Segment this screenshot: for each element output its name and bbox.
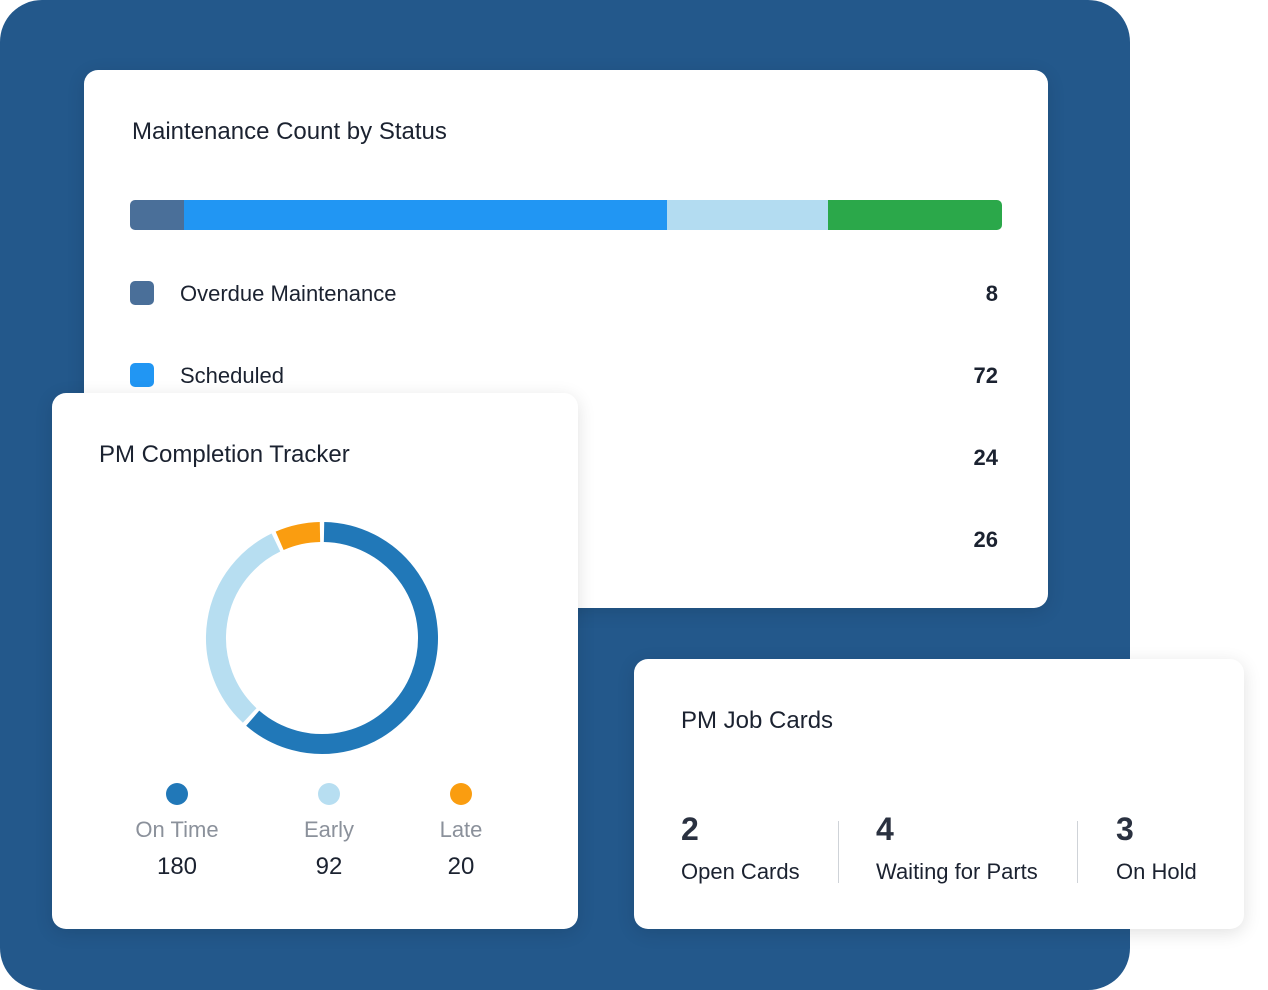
stat-on-hold[interactable]: 3 On Hold xyxy=(1116,813,1197,885)
legend-swatch xyxy=(130,363,154,387)
donut-segment-early[interactable] xyxy=(206,533,281,723)
legend-row-overdue[interactable]: Overdue Maintenance 8 xyxy=(130,280,998,308)
legend-value: 92 xyxy=(315,853,343,880)
stat-waiting-for-parts[interactable]: 4 Waiting for Parts xyxy=(876,813,1038,885)
donut-segment-late[interactable] xyxy=(275,522,321,551)
status-stacked-bar xyxy=(130,200,1002,230)
bar-segment-scheduled[interactable] xyxy=(183,200,667,230)
tracker-legend-on-time: On Time 180 xyxy=(107,783,247,881)
legend-label: On Time xyxy=(135,817,219,842)
stat-label: On Hold xyxy=(1116,859,1197,884)
tracker-legend-early: Early 92 xyxy=(259,783,399,881)
completion-donut-chart xyxy=(206,522,438,754)
legend-label: Early xyxy=(303,817,355,842)
legend-dot xyxy=(318,783,340,805)
bar-segment-fourth[interactable] xyxy=(827,200,1002,230)
legend-dot xyxy=(166,783,188,805)
pm-job-cards-card: PM Job Cards 2 Open Cards 4 Waiting for … xyxy=(634,659,1244,929)
legend-value: 20 xyxy=(447,853,475,880)
legend-value: 26 xyxy=(973,527,998,552)
donut-segment-on-time[interactable] xyxy=(246,522,438,754)
bar-segment-third[interactable] xyxy=(666,200,828,230)
tracker-card-title: PM Completion Tracker xyxy=(99,441,350,468)
legend-dot xyxy=(450,783,472,805)
stat-divider xyxy=(838,821,839,883)
stat-label: Open Cards xyxy=(681,859,800,884)
legend-label: Scheduled xyxy=(180,363,284,388)
legend-value: 72 xyxy=(973,363,998,388)
pm-completion-card: PM Completion Tracker On Time 180 Early … xyxy=(52,393,578,929)
stat-divider xyxy=(1077,821,1078,883)
stat-label: Waiting for Parts xyxy=(876,859,1038,884)
jobs-card-title: PM Job Cards xyxy=(681,707,834,734)
status-card-title: Maintenance Count by Status xyxy=(132,118,447,145)
legend-value: 180 xyxy=(156,853,198,880)
bar-segment-overdue[interactable] xyxy=(130,200,184,230)
stat-value: 3 xyxy=(1116,811,1134,847)
legend-label: Late xyxy=(439,817,483,842)
stat-open-cards[interactable]: 2 Open Cards xyxy=(681,813,800,885)
legend-swatch xyxy=(130,281,154,305)
legend-value: 24 xyxy=(973,445,998,470)
legend-value: 8 xyxy=(985,281,998,306)
tracker-legend-late: Late 20 xyxy=(391,783,531,881)
legend-row-scheduled[interactable]: Scheduled 72 xyxy=(130,362,998,390)
stat-value: 4 xyxy=(876,811,894,847)
stat-value: 2 xyxy=(681,811,699,847)
legend-label: Overdue Maintenance xyxy=(180,281,397,306)
